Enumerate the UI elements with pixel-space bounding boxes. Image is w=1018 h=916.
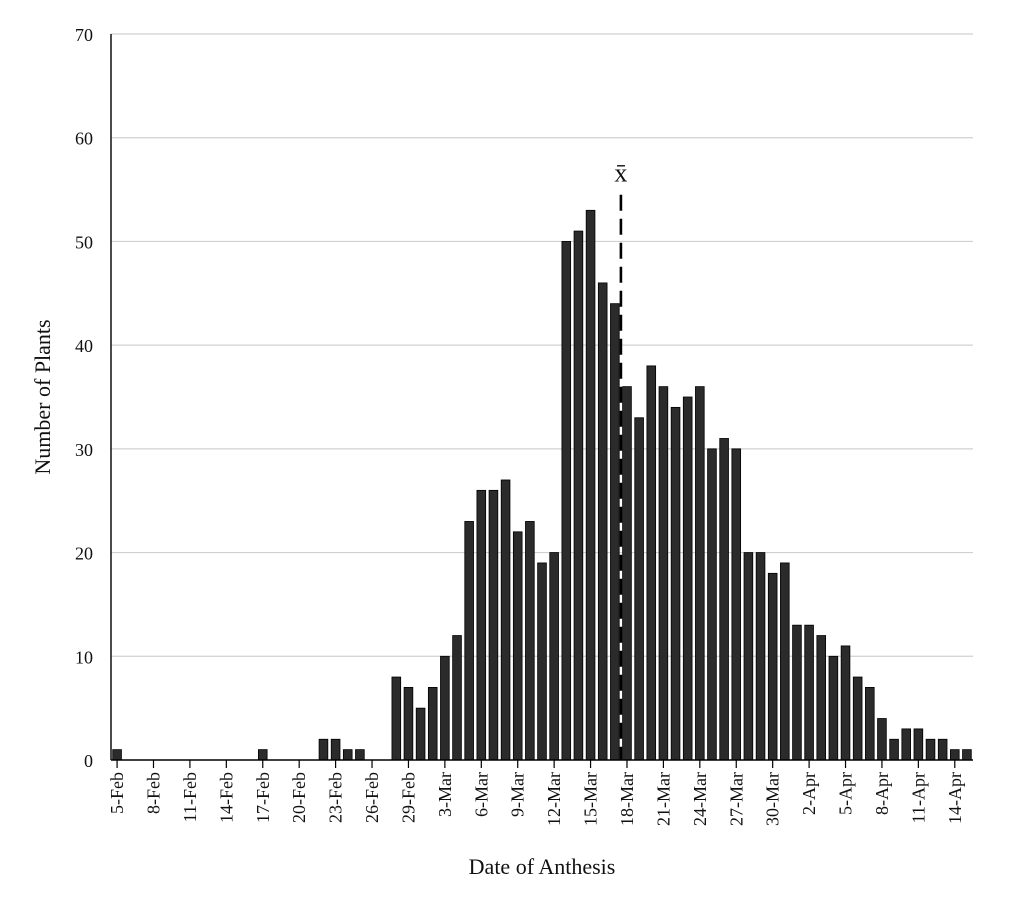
bar [913, 728, 924, 761]
bar [828, 655, 839, 761]
bar [500, 479, 511, 761]
bar [257, 749, 268, 761]
bar [355, 749, 365, 761]
bar [804, 624, 814, 761]
y-tick-labels: 0 10 20 30 40 50 60 70 [75, 25, 93, 771]
bar [585, 209, 596, 761]
bar [658, 386, 669, 761]
bar [330, 738, 341, 761]
x-tick-label: 2-Apr [799, 772, 819, 815]
bar [816, 635, 827, 761]
bar [695, 386, 705, 761]
x-tick-label: 14-Apr [945, 772, 965, 824]
bar [318, 738, 329, 761]
bar [342, 749, 353, 761]
bar [622, 386, 632, 761]
x-tick-label: 8-Feb [143, 772, 163, 814]
bar [937, 738, 948, 761]
bar [561, 241, 572, 761]
bar [852, 676, 863, 761]
x-tick-label: 3-Mar [435, 772, 455, 817]
y-tick-label: 60 [75, 129, 93, 149]
bar [950, 749, 960, 761]
bar [731, 448, 742, 761]
bar [403, 687, 414, 761]
bar [755, 552, 766, 761]
x-tick-label: 12-Mar [544, 772, 564, 826]
bar [719, 438, 729, 761]
x-tick-label: 17-Feb [253, 772, 273, 823]
bar [549, 552, 559, 761]
bar [525, 521, 535, 761]
bar [670, 406, 681, 761]
x-tick-label: 5-Feb [107, 772, 127, 814]
x-tick-label: 20-Feb [289, 772, 309, 823]
x-tick-label: 26-Feb [362, 772, 382, 823]
bar [476, 489, 487, 761]
bar [488, 489, 499, 761]
bar [792, 624, 802, 761]
bar [415, 707, 426, 761]
x-tick-label: 11-Apr [908, 772, 928, 823]
bar [512, 531, 523, 761]
x-tick-label: 29-Feb [398, 772, 418, 823]
bar [865, 687, 875, 761]
bar [646, 365, 657, 761]
bar [925, 738, 936, 761]
bar [634, 417, 644, 761]
x-tick-label: 21-Mar [653, 772, 673, 826]
bar [877, 718, 887, 761]
y-tick-label: 30 [75, 440, 93, 460]
y-tick-label: 70 [75, 25, 93, 45]
x-tick-label: 23-Feb [326, 772, 346, 823]
mean-label: x̄ [614, 158, 627, 187]
bar [597, 282, 608, 761]
bars [112, 209, 972, 761]
bar [452, 635, 462, 761]
bar [391, 676, 402, 761]
bar [962, 749, 972, 761]
y-tick-label: 20 [75, 544, 93, 564]
y-tick-label: 40 [75, 336, 93, 356]
gridlines [111, 33, 973, 657]
bar [780, 562, 790, 761]
bar [840, 645, 851, 761]
bar [610, 303, 620, 761]
bar [707, 448, 717, 761]
x-tick-label: 18-Mar [617, 772, 637, 826]
y-axis-title: Number of Plants [30, 319, 55, 474]
bar [440, 655, 450, 761]
bar [767, 572, 778, 761]
x-tick-label: 9-Mar [508, 772, 528, 817]
y-tick-label: 0 [84, 751, 93, 771]
x-tick-label: 30-Mar [763, 772, 783, 826]
y-tick-label: 50 [75, 232, 93, 252]
x-axis-title: Date of Anthesis [469, 854, 616, 879]
y-tick-label: 10 [75, 647, 93, 667]
bar [901, 728, 911, 761]
x-tick-label: 5-Apr [836, 772, 856, 815]
bar [682, 396, 693, 761]
x-tick-label: 15-Mar [581, 772, 601, 826]
bar [537, 562, 547, 761]
bar [743, 552, 754, 761]
bar [464, 521, 474, 761]
x-tick-label: 27-Mar [726, 772, 746, 826]
bar [427, 687, 438, 761]
bar [573, 230, 584, 761]
axes [110, 34, 973, 761]
x-tick-label: 8-Apr [872, 772, 892, 815]
x-tick-label: 24-Mar [690, 772, 710, 826]
x-tick-label: 14-Feb [216, 772, 236, 823]
x-tick-label: 6-Mar [471, 772, 491, 817]
mean-marker: x̄ [614, 158, 627, 760]
x-tick-label: 11-Feb [180, 772, 200, 822]
bar [889, 738, 899, 761]
bar [112, 749, 122, 761]
x-tick-labels: 5-Feb 8-Feb 11-Feb 14-Feb 17-Feb 20-Feb 23-Feb… [107, 760, 965, 826]
